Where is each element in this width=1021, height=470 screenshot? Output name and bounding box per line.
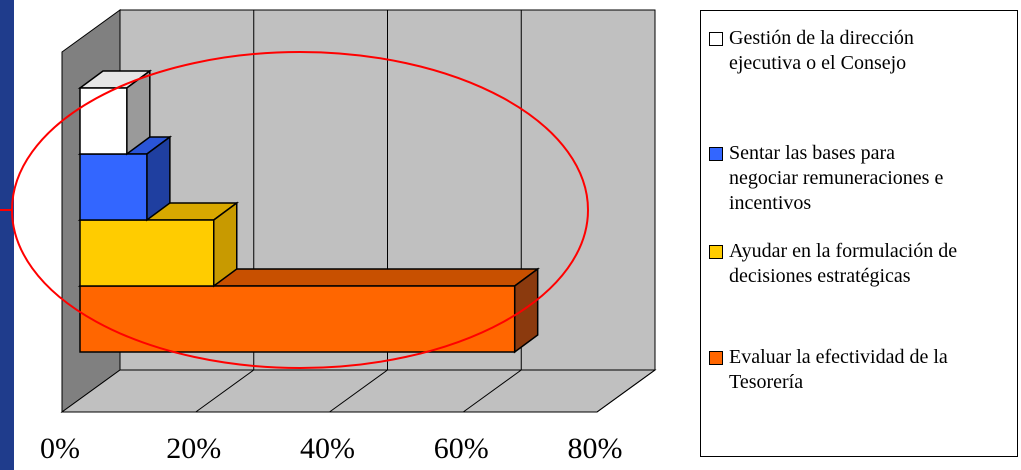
x-tick-label: 20% xyxy=(166,432,221,465)
bar-1 xyxy=(77,267,540,354)
legend-item: Sentar las bases para negociar remuneraci… xyxy=(709,141,1011,216)
legend-item: Gestión de la dirección ejecutiva o el Co… xyxy=(709,26,1011,76)
legend-item: Ayudar en la formulación de decisiones es… xyxy=(709,239,1011,289)
legend-label: ejecutiva o el Consejo xyxy=(729,52,907,74)
legend-swatch xyxy=(709,32,723,46)
legend-swatch xyxy=(709,351,723,365)
legend-item: Evaluar la efectividad de la Tesorería xyxy=(709,345,1011,395)
legend-label: Sentar las bases para xyxy=(729,142,896,164)
legend-swatch xyxy=(709,245,723,259)
legend-label: Tesorería xyxy=(729,371,804,393)
gridline-floor xyxy=(329,369,388,413)
floor-edge xyxy=(596,369,656,413)
legend-label: Ayudar en la formulación de xyxy=(729,240,958,262)
bar-front-face xyxy=(79,87,128,155)
chart-3d-bar: 0% 20% 40% 60% 80% xyxy=(0,9,657,465)
slide-edge-strip xyxy=(0,0,14,470)
legend-label: incentivos xyxy=(729,192,812,214)
chart-legend: Gestión de la dirección ejecutiva o el Co… xyxy=(700,10,1018,457)
legend-label: Evaluar la efectividad de la xyxy=(729,346,948,368)
legend-label: negociar remuneraciones e xyxy=(729,167,944,189)
gridline-floor xyxy=(195,369,255,413)
bar-front-face xyxy=(79,153,148,221)
legend-label: decisiones estratégicas xyxy=(729,265,911,287)
bar-4 xyxy=(77,69,153,156)
x-tick-label: 40% xyxy=(300,432,355,465)
gridline-floor xyxy=(462,369,522,413)
x-tick-label: 60% xyxy=(434,432,489,465)
bar-front-face xyxy=(79,285,516,353)
x-tick-label: 0% xyxy=(40,432,80,465)
legend-label: Gestión de la dirección xyxy=(729,27,914,49)
bar-front-face xyxy=(79,219,215,287)
legend-swatch xyxy=(709,147,723,161)
x-tick-label: 80% xyxy=(568,432,623,465)
